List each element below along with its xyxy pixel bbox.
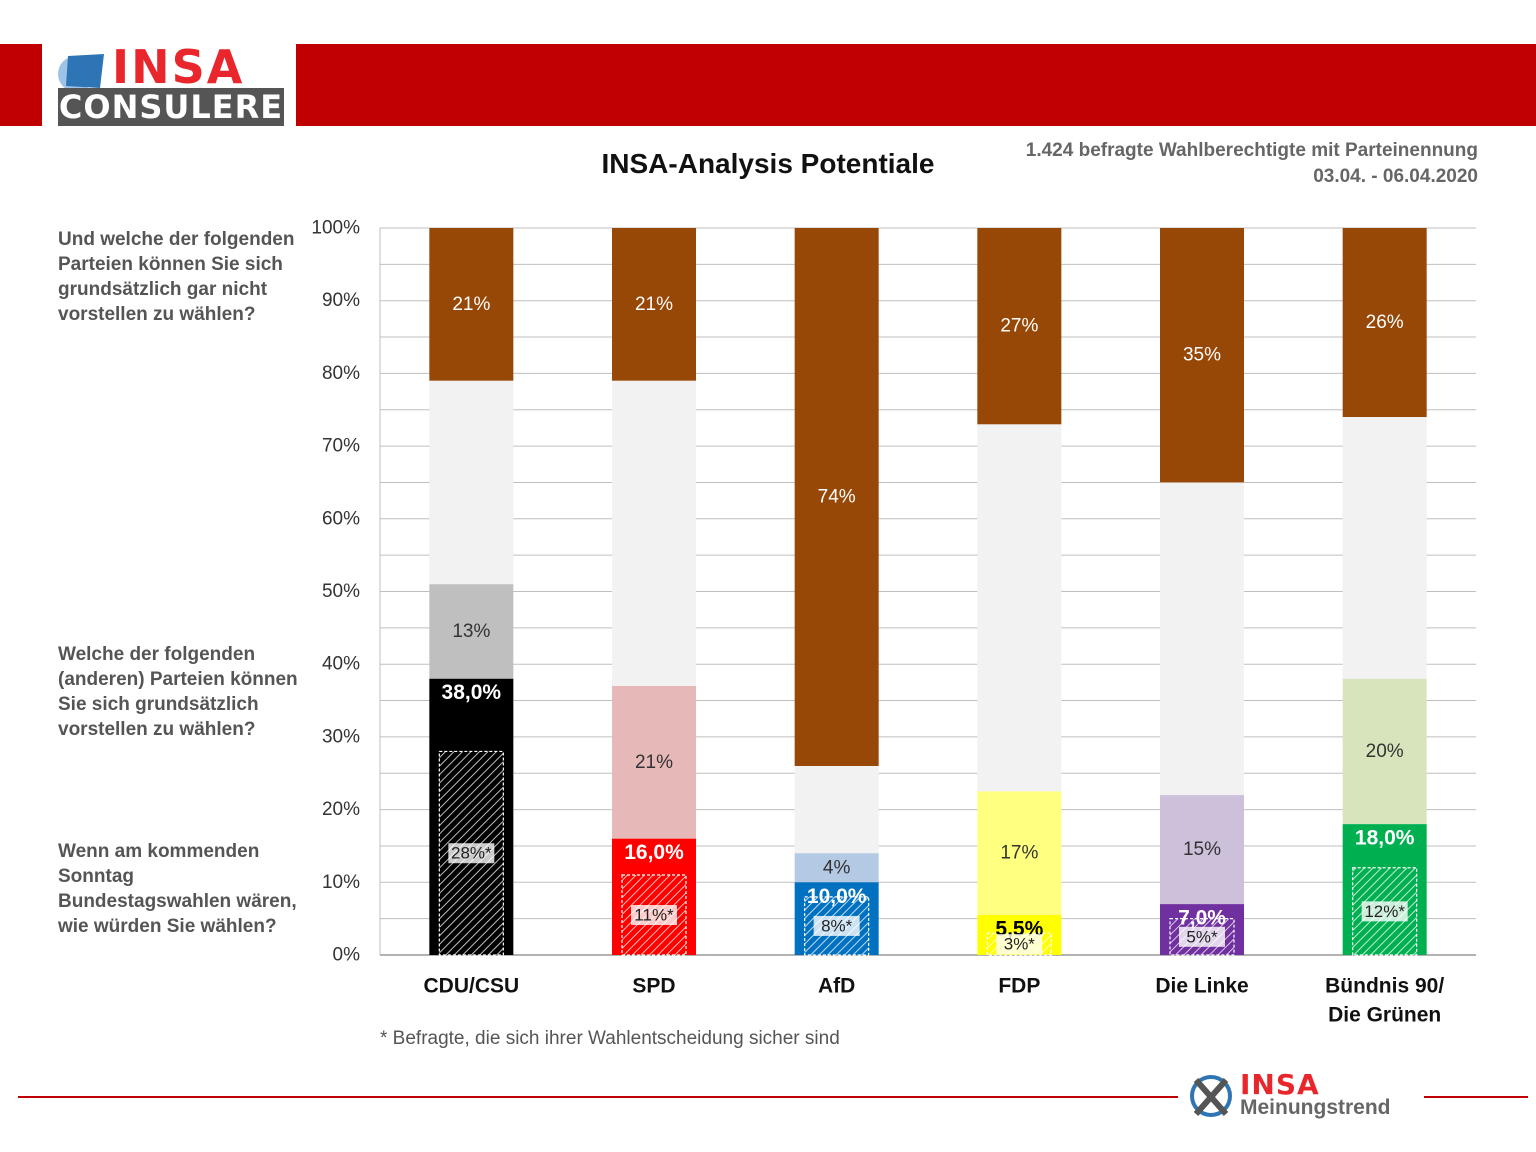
bar-segment-undecided — [612, 380, 696, 687]
category-label: Bündnis 90/ — [1325, 975, 1444, 998]
y-tick-label: 20% — [322, 799, 360, 820]
rejection-label: 21% — [452, 294, 490, 315]
vote-label: 38,0% — [442, 681, 502, 704]
certain-label: 8%* — [821, 916, 853, 935]
bar-segment-undecided — [1342, 417, 1427, 679]
bar-segment-potential — [429, 584, 514, 679]
chart-title: INSA-Analysis Potentiale — [601, 148, 935, 179]
y-tick-label: 80% — [322, 363, 360, 384]
footer-logo-insa: INSA — [1240, 1068, 1320, 1101]
question-rejection: Und welche der folgenden Parteien können… — [58, 229, 295, 325]
potential-label: 4% — [823, 857, 851, 878]
bar-segment-potential — [612, 686, 696, 839]
certain-label-bg — [1361, 901, 1408, 922]
potential-label: 13% — [452, 621, 490, 642]
question-vote: Wenn am kommenden Sonntag Bundestagswahl… — [58, 841, 297, 937]
certain-label: 11%* — [634, 906, 674, 925]
sample-size: 1.424 befragte Wahlberechtigte mit Parte… — [1025, 140, 1478, 161]
rejection-label: 27% — [1000, 316, 1038, 337]
question-potential: Welche der folgenden (anderen) Parteien … — [58, 644, 298, 740]
rejection-label: 35% — [1183, 345, 1221, 366]
certain-label-bg — [631, 905, 677, 926]
certain-label-bg — [448, 843, 495, 864]
y-tick-label: 60% — [322, 508, 360, 529]
bar-segment-undecided — [977, 424, 1062, 792]
certain-label-bg — [996, 934, 1043, 955]
y-tick-label: 90% — [322, 290, 360, 311]
y-tick-label: 70% — [322, 436, 360, 457]
potential-label: 20% — [1366, 741, 1404, 762]
potential-label: 15% — [1183, 839, 1221, 860]
y-tick-label: 40% — [322, 654, 360, 675]
certain-label-bg — [1179, 926, 1225, 947]
survey-period: 03.04. - 06.04.2020 — [1313, 166, 1478, 187]
logo-x-icon — [1190, 1075, 1232, 1117]
y-tick-label: 0% — [333, 945, 361, 966]
vote-label: 18,0% — [1355, 827, 1415, 850]
footer-logo-meinungstrend: Meinungstrend — [1240, 1096, 1391, 1119]
bar-segment-potential — [794, 853, 879, 883]
y-tick-label: 10% — [322, 872, 360, 893]
certain-label: 28%* — [451, 844, 492, 863]
y-tick-label: 100% — [311, 218, 360, 239]
footnote: * Befragte, die sich ihrer Wahlentscheid… — [380, 1028, 840, 1049]
certain-label: 12%* — [1364, 902, 1405, 921]
certain-label-bg — [813, 915, 860, 936]
certain-label: 3%* — [1004, 935, 1036, 954]
bar-segment-rejection — [429, 228, 514, 381]
category-label: FDP — [998, 975, 1040, 998]
bar-segment-rejection — [612, 228, 696, 381]
y-tick-label: 30% — [322, 726, 360, 747]
bar-segment-potential — [1342, 678, 1427, 825]
potential-label: 17% — [1000, 843, 1038, 864]
logo-insa-text: INSA — [112, 40, 245, 94]
y-tick-label: 50% — [322, 581, 360, 602]
category-label: Die Grünen — [1328, 1004, 1441, 1027]
bar-segment-undecided — [429, 380, 514, 585]
bar-segment-rejection — [794, 228, 879, 766]
rejection-label: 74% — [818, 486, 856, 507]
vote-label: 7,0% — [1178, 907, 1226, 930]
bar-segment-rejection — [1160, 228, 1244, 483]
bar-segment-rejection — [1342, 228, 1427, 418]
survey-meta: 1.424 befragte Wahlberechtigte mit Parte… — [1026, 138, 1478, 190]
footer-divider-left — [18, 1096, 1178, 1098]
vote-label: 10,0% — [807, 885, 867, 908]
logo-consulere-text: CONSULERE — [58, 88, 284, 126]
bar-segment-undecided — [1160, 482, 1244, 796]
logo-cube-icon — [58, 54, 104, 92]
potential-label: 21% — [635, 752, 673, 773]
bar-segment-undecided — [794, 765, 879, 854]
category-label: Die Linke — [1155, 975, 1248, 998]
rejection-label: 21% — [635, 294, 673, 315]
certain-label: 5%* — [1186, 927, 1218, 946]
bar-segment-potential — [1160, 795, 1244, 905]
bar-segment-rejection — [977, 228, 1062, 425]
category-label: AfD — [818, 975, 855, 998]
footer-divider-right — [1424, 1096, 1528, 1098]
insa-meinungstrend-logo: INSA Meinungstrend — [1188, 1068, 1428, 1124]
category-label: SPD — [632, 975, 675, 998]
rejection-label: 26% — [1366, 312, 1404, 333]
bar-segment-potential — [977, 791, 1062, 916]
vote-label: 16,0% — [624, 841, 684, 864]
category-label: CDU/CSU — [423, 975, 519, 998]
